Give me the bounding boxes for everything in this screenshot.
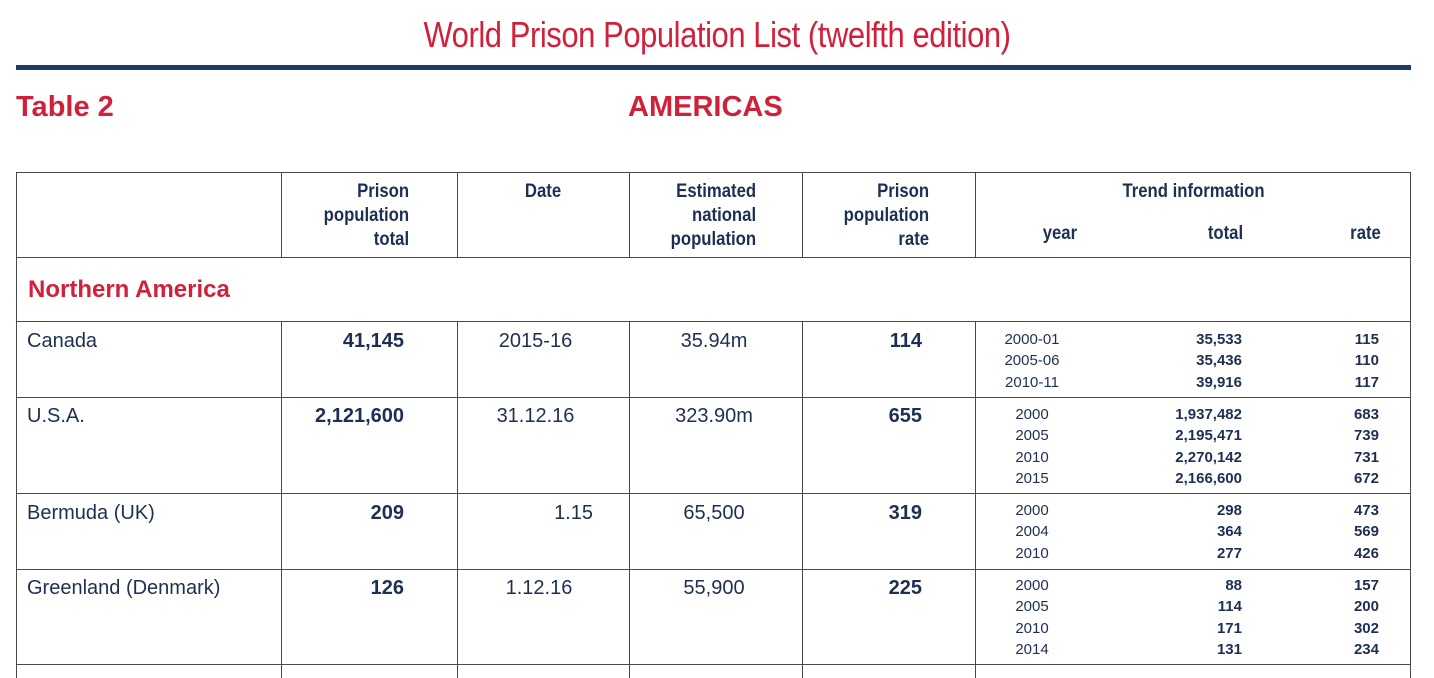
row-divider (17, 664, 1410, 665)
header-trend-information: Trend information (1122, 181, 1265, 202)
row-divider (17, 493, 1410, 494)
trend-totals: 88 114 171 131 (1216, 577, 1242, 658)
section-northern-america: Northern America (28, 276, 230, 303)
header-national-population: Estimated national population (670, 181, 756, 250)
header-trend-year: year (1042, 223, 1077, 244)
prison-total: 2,121,600 (315, 405, 404, 427)
trend-years: 2000 2005 2010 2015 (1015, 406, 1049, 487)
header-trend-rate: rate (1350, 223, 1381, 244)
country-name: Greenland (Denmark) (27, 577, 221, 599)
table-label: Table 2 (16, 91, 114, 123)
trend-totals: 35,533 35,436 39,916 (1196, 331, 1242, 391)
column-divider (281, 173, 282, 257)
date: 1.15 (554, 502, 593, 524)
region-title: AMERICAS (628, 91, 783, 123)
prison-rate: 114 (889, 330, 922, 352)
national-population: 323.90m (675, 405, 753, 427)
column-divider (975, 173, 976, 257)
trend-totals: 298 364 277 (1216, 502, 1242, 562)
prison-population-table: Prison population total Date Estimated n… (16, 172, 1411, 678)
date: 31.12.16 (496, 405, 575, 427)
prison-total: 41,145 (342, 330, 404, 352)
national-population: 55,900 (683, 577, 745, 599)
trend-years: 2000 2004 2010 (1015, 502, 1049, 562)
trend-rates: 473 569 426 (1353, 502, 1379, 562)
header-prison-rate: Prison population rate (843, 181, 929, 250)
national-population: 35.94m (680, 330, 748, 352)
trend-rates: 683 739 731 672 (1353, 406, 1379, 487)
column-divider (975, 321, 976, 678)
header-trend-total: total (1207, 223, 1243, 244)
header-date: Date (524, 181, 562, 202)
row-divider (17, 569, 1410, 570)
date: 1.12.16 (505, 577, 573, 599)
trend-rates: 157 200 302 234 (1353, 577, 1379, 658)
column-divider (457, 321, 458, 678)
column-divider (281, 321, 282, 678)
trend-rates: 115 110 117 (1354, 331, 1379, 391)
national-population: 65,500 (683, 502, 745, 524)
prison-total: 126 (370, 577, 404, 599)
prison-rate: 319 (888, 502, 922, 524)
row-divider (17, 397, 1410, 398)
column-divider (629, 321, 630, 678)
document-title: World Prison Population List (twelfth ed… (423, 14, 1011, 55)
column-divider (802, 173, 803, 257)
date: 2015-16 (498, 330, 573, 352)
country-name: U.S.A. (27, 405, 85, 427)
row-divider (17, 257, 1410, 258)
country-name: Bermuda (UK) (27, 502, 155, 524)
title-rule (16, 65, 1411, 70)
header-prison-total: Prison population total (323, 181, 409, 250)
prison-rate: 225 (888, 577, 922, 599)
column-divider (457, 173, 458, 257)
trend-totals: 1,937,482 2,195,471 2,270,142 2,166,600 (1175, 406, 1242, 487)
row-divider (17, 321, 1410, 322)
column-divider (802, 321, 803, 678)
trend-years: 2000 2005 2010 2014 (1015, 577, 1049, 658)
trend-years: 2000-01 2005-06 2010-11 (1004, 331, 1060, 391)
country-name: Canada (27, 330, 98, 352)
column-divider (629, 173, 630, 257)
prison-rate: 655 (888, 405, 922, 427)
prison-total: 209 (370, 502, 404, 524)
